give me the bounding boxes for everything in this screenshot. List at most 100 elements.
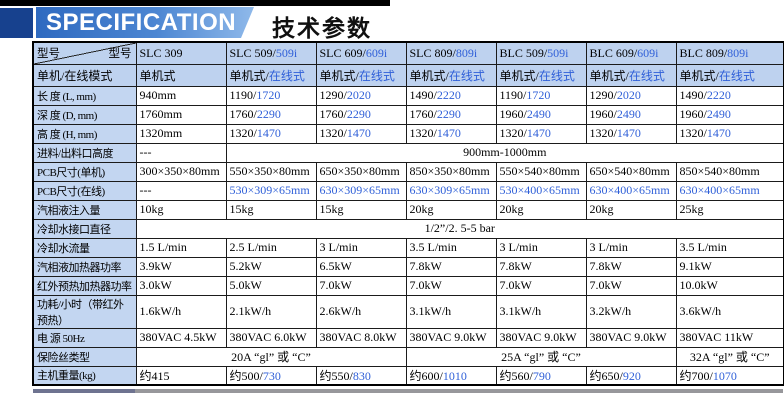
spec-cell: 650×540×80mm <box>585 161 677 182</box>
spec-cell: 7.8kW <box>495 256 587 277</box>
spec-cell: 630×400×65mm <box>585 180 677 201</box>
spec-cell: 3.2kW/h <box>585 294 677 329</box>
spec-cell: 1.6kW/h <box>135 294 227 329</box>
spec-cell: 1.5 L/min <box>135 237 227 258</box>
spec-cell: 7.0kW <box>315 275 407 296</box>
spec-cell: 5.2kW <box>225 256 317 277</box>
row-label: 保险丝类型 <box>32 346 137 367</box>
spec-cell: 1320/1470 <box>225 123 317 144</box>
row-label: 高 度 (H, mm) <box>32 123 137 144</box>
row-label: 红外预热加热器功率 <box>32 275 137 296</box>
corner-cell: 型号 型号 <box>32 41 137 65</box>
spec-cell: 15kg <box>315 199 407 220</box>
spec-cell: 940mm <box>135 85 227 106</box>
spec-row: 深 度 (D, mm) 1760mm 1760/2290 1760/2290 1760/… <box>32 104 784 125</box>
row-label: 单机/在线模式 <box>32 63 137 87</box>
row-label: 主机重量(kg) <box>32 365 137 386</box>
row-label: 功耗/小时（带红外预热） <box>32 294 137 329</box>
model-header-cell: BLC 509/509i <box>495 41 587 65</box>
row-label: 长 度 (L, mm) <box>32 85 137 106</box>
row-label: 汽相液注入量 <box>32 199 137 220</box>
spec-cell: 5.0kW <box>225 275 317 296</box>
spec-cell: 3 L/min <box>315 237 407 258</box>
spec-cell: 1760/2290 <box>315 104 407 125</box>
row-label: 冷却水流量 <box>32 237 137 258</box>
spec-cell: 380VAC 6.0kW <box>225 327 317 348</box>
row-label: 汽相液加热器功率 <box>32 256 137 277</box>
spec-cell: 1290/2020 <box>585 85 677 106</box>
spec-cell: 1760mm <box>135 104 227 125</box>
spec-cell: 20kg <box>495 199 587 220</box>
spec-table-head: 型号 型号 SLC 309 SLC 509/509i SLC 609/609i SLC 8… <box>32 41 784 87</box>
spec-cell: 900mm-1000mm <box>225 142 784 163</box>
spec-cell: 630×309×65mm <box>315 180 407 201</box>
corner-right-label: 型号 <box>108 48 132 60</box>
cut-off-next-row-label-segment <box>33 389 135 393</box>
mode-cell: 单机式/在线式 <box>405 63 497 87</box>
spec-cell: 7.8kW <box>405 256 497 277</box>
spec-cell: 3.5 L/min <box>405 237 497 258</box>
mode-cell: 单机式 <box>135 63 227 87</box>
model-header-cell: SLC 309 <box>135 41 227 65</box>
spec-cell: 3.1kW/h <box>495 294 587 329</box>
spec-cell: 530×309×65mm <box>225 180 317 201</box>
spec-row: 汽相液注入量 10kg 15kg 15kg 20kg 20kg 20kg 25kg <box>32 199 784 220</box>
spec-cell: 380VAC 9.0kW <box>495 327 587 348</box>
spec-table: 型号 型号 SLC 309 SLC 509/509i SLC 609/609i SLC 8… <box>32 41 784 386</box>
spec-cell: 380VAC 11kW <box>675 327 784 348</box>
spec-cell: 850×540×80mm <box>675 161 784 182</box>
spec-cell: 3.1kW/h <box>405 294 497 329</box>
corner-left-label: 型号 <box>37 48 60 60</box>
spec-cell: 9.1kW <box>675 256 784 277</box>
spec-cell: 25A “gl” 或 “C” <box>405 346 677 367</box>
spec-cell: 7.8kW <box>585 256 677 277</box>
spec-cell: 1190/1720 <box>225 85 317 106</box>
spec-cell: 25kg <box>675 199 784 220</box>
spec-cell: --- <box>135 142 227 163</box>
spec-row: 高 度 (H, mm) 1320mm 1320/1470 1320/1470 1320/… <box>32 123 784 144</box>
spec-cell: 7.0kW <box>495 275 587 296</box>
mode-cell: 单机式/在线式 <box>675 63 784 87</box>
spec-cell: 约600/1010 <box>405 365 497 386</box>
spec-cell: 32A “gl” 或 “C” <box>675 346 784 367</box>
spec-cell: 300×350×80mm <box>135 161 227 182</box>
spec-cell: 3 L/min <box>495 237 587 258</box>
spec-cell: 约700/1070 <box>675 365 784 386</box>
spec-table-container: 型号 型号 SLC 309 SLC 509/509i SLC 609/609i SLC 8… <box>32 41 784 386</box>
spec-cell: 380VAC 9.0kW <box>585 327 677 348</box>
spec-cell: 1190/1720 <box>495 85 587 106</box>
navy-accent-block <box>0 8 33 38</box>
spec-row: 冷却水接口直径 1/2”/2. 5-5 bar <box>32 218 784 239</box>
spec-cell: 650×350×80mm <box>315 161 407 182</box>
spec-table-body: 长 度 (L, mm) 940mm 1190/1720 1290/2020 1490/2… <box>32 85 784 386</box>
spec-row: 进料/出料口高度 --- 900mm-1000mm <box>32 142 784 163</box>
top-black-bar <box>0 0 390 6</box>
spec-cell: 7.0kW <box>405 275 497 296</box>
spec-cell: 1/2”/2. 5-5 bar <box>135 218 784 239</box>
row-label: PCB尺寸(单机) <box>32 161 137 182</box>
spec-cell: 约550/830 <box>315 365 407 386</box>
spec-cell: 380VAC 9.0kW <box>405 327 497 348</box>
spec-row: PCB尺寸(在线) --- 530×309×65mm 630×309×65mm 630×… <box>32 180 784 201</box>
spec-cell: 1320/1470 <box>585 123 677 144</box>
spec-cell: 380VAC 8.0kW <box>315 327 407 348</box>
spec-cell: 3.5 L/min <box>675 237 784 258</box>
spec-cell: --- <box>135 180 227 201</box>
spec-cell: 630×309×65mm <box>405 180 497 201</box>
model-header-cell: BLC 809/809i <box>675 41 784 65</box>
mode-cell: 单机式/在线式 <box>315 63 407 87</box>
spec-cell: 1320/1470 <box>495 123 587 144</box>
spec-row: 保险丝类型 20A “gl” 或 “C” 25A “gl” 或 “C” 32A “gl… <box>32 346 784 367</box>
spec-cell: 1320/1470 <box>405 123 497 144</box>
spec-cell: 10kg <box>135 199 227 220</box>
spec-cell: 1290/2020 <box>315 85 407 106</box>
row-label: 进料/出料口高度 <box>32 142 137 163</box>
mode-cell: 单机式/在线式 <box>495 63 587 87</box>
header-row: 单机/在线模式 单机式 单机式/在线式 单机式/在线式 单机式/在线式 单机式/在线式 单机… <box>32 63 784 87</box>
spec-cell: 3.0kW <box>135 275 227 296</box>
spec-cell: 2.1kW/h <box>225 294 317 329</box>
model-header-cell: SLC 809/809i <box>405 41 497 65</box>
spec-cell: 1490/2220 <box>675 85 784 106</box>
title-banner: SPECIFICATION <box>36 7 254 38</box>
